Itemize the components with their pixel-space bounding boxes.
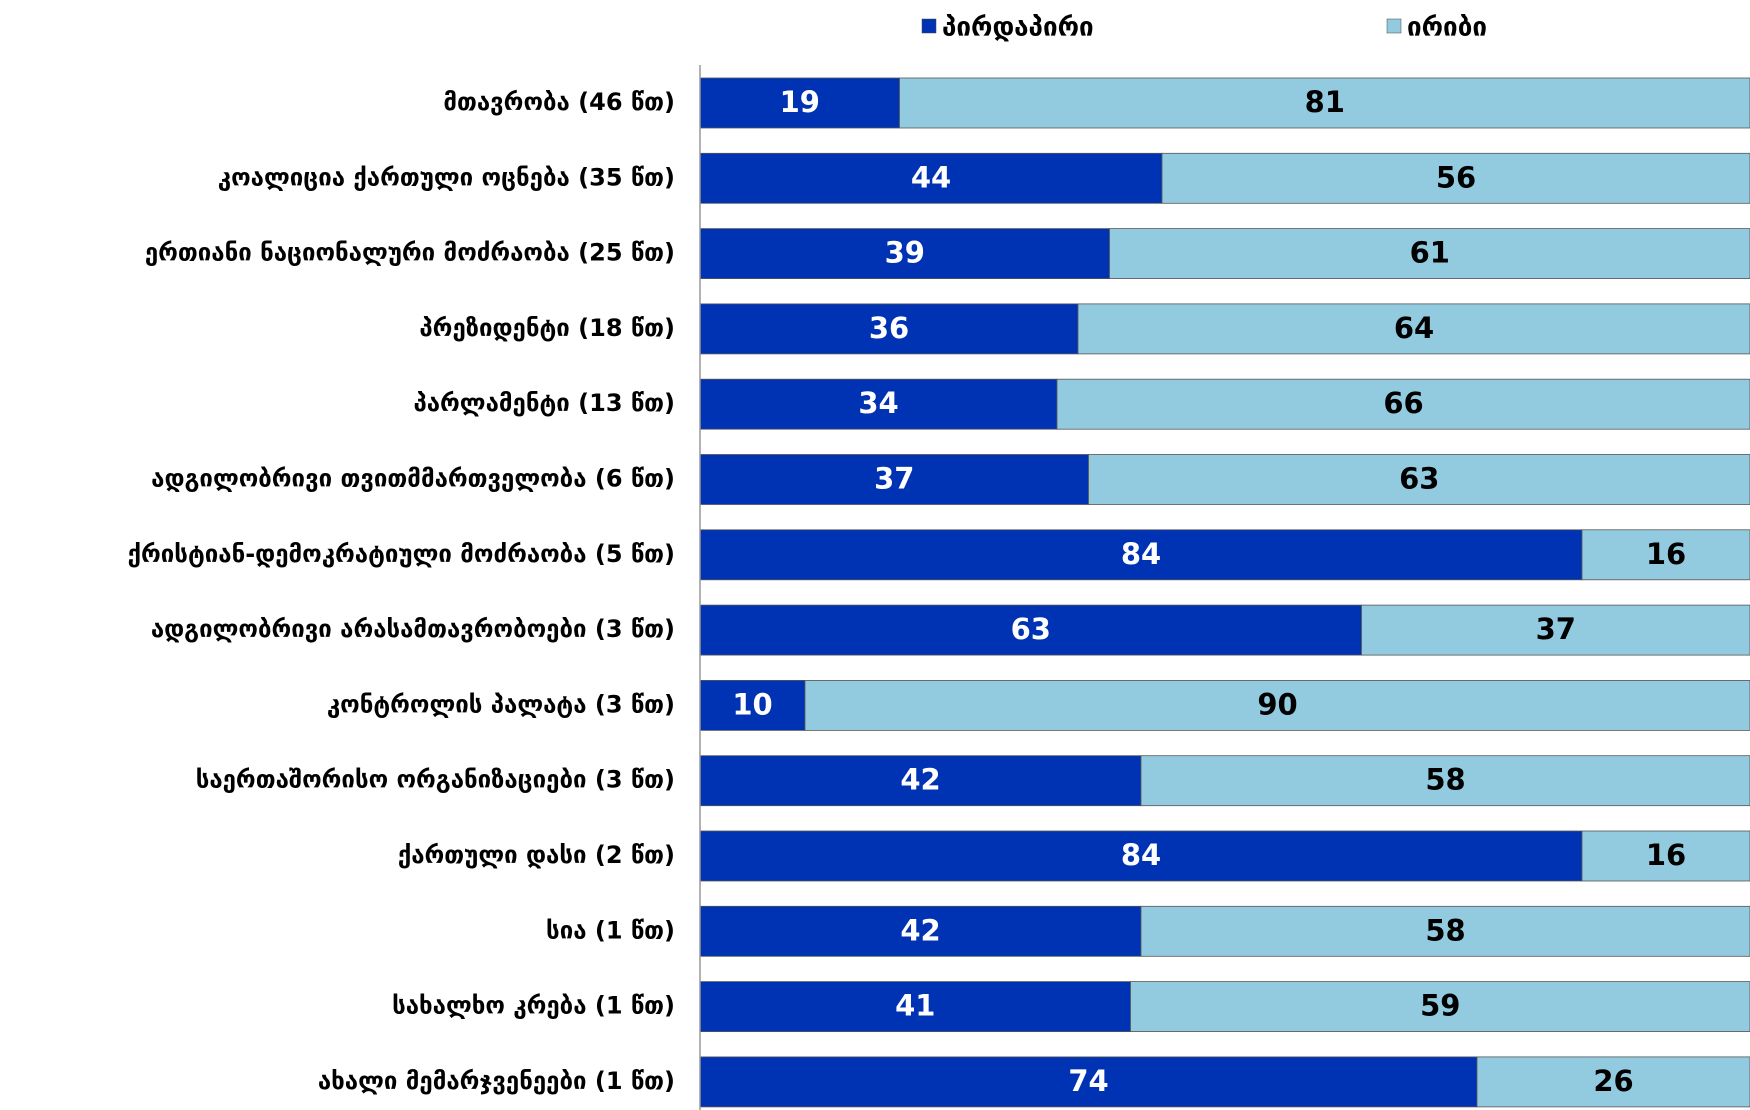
category-label: პარლამენტი (13 წთ) (413, 389, 675, 417)
category-label: ერთიანი ნაციონალური მოძრაობა (25 წთ) (145, 239, 675, 267)
bar-segment (1476, 1056, 1750, 1108)
data-label: 84 (1121, 838, 1161, 872)
category-label: ახალი მემარჯვენეები (1 წთ) (318, 1067, 675, 1095)
bar-segment (1109, 228, 1750, 280)
data-label: 61 (1410, 236, 1450, 270)
data-label: 58 (1425, 763, 1465, 797)
category-label: სია (1 წთ) (546, 916, 675, 944)
data-label: 90 (1257, 687, 1297, 721)
bar-segment (699, 303, 1079, 355)
data-label: 81 (1305, 85, 1345, 119)
bar-segment (1088, 454, 1750, 505)
data-label: 44 (911, 160, 951, 194)
data-label: 16 (1646, 838, 1686, 872)
category-label: ადგილობრივი თვითმმართველობა (6 წთ) (151, 465, 675, 493)
bar-segment (1140, 755, 1750, 807)
bar-segment (804, 680, 1750, 731)
data-label: 39 (885, 236, 925, 270)
legend-swatch (921, 18, 937, 34)
data-label: 42 (900, 913, 940, 947)
data-label: 37 (874, 462, 914, 496)
bar-segment (1361, 604, 1750, 656)
category-label: პრეზიდენტი (18 წთ) (419, 314, 675, 342)
category-label: ქართული დასი (2 წთ) (398, 841, 675, 869)
bar-segment (899, 77, 1750, 129)
bar-segment (1161, 152, 1750, 204)
legend-swatch (1386, 18, 1402, 34)
category-label: სახალხო კრება (1 წთ) (392, 992, 675, 1020)
bar-segment (699, 152, 1163, 204)
bar-segment (699, 228, 1110, 280)
data-label: 58 (1425, 913, 1465, 947)
data-label: 16 (1646, 537, 1686, 571)
data-label: 74 (1068, 1064, 1108, 1098)
category-label: კონტროლის პალატა (3 წთ) (327, 690, 675, 718)
bar-segment (699, 529, 1583, 581)
category-label: საერთაშორისო ორგანიზაციები (3 წთ) (196, 766, 675, 794)
data-label: 37 (1536, 612, 1576, 646)
bar-segment (1056, 378, 1750, 430)
data-label: 59 (1420, 989, 1460, 1023)
bar-segment (699, 830, 1583, 882)
category-label: ადგილობრივი არასამთავრობოები (3 წთ) (151, 615, 675, 643)
data-label: 64 (1394, 311, 1434, 345)
data-label: 66 (1383, 386, 1423, 420)
bar-segment (1130, 981, 1750, 1032)
data-label: 26 (1593, 1064, 1633, 1098)
bar-segment (699, 77, 900, 129)
category-label: მთავრობა (46 წთ) (443, 88, 675, 116)
bar-segment (1140, 905, 1750, 957)
data-label: 10 (732, 687, 772, 721)
data-label: 36 (869, 311, 909, 345)
bar-segment (1581, 830, 1750, 882)
data-label: 34 (858, 386, 898, 420)
bar-segment (1077, 303, 1750, 355)
bar-segment (1581, 529, 1750, 581)
bar-segment (699, 604, 1362, 656)
category-label: ქრისტიან-დემოკრატიული მოძრაობა (5 წთ) (128, 540, 675, 568)
data-label: 63 (1399, 462, 1439, 496)
category-label: კოალიცია ქართული ოცნება (35 წთ) (218, 163, 675, 191)
data-label: 63 (1011, 612, 1051, 646)
legend-label: პირდაპირი (942, 13, 1094, 43)
data-label: 41 (895, 989, 935, 1023)
data-label: 42 (900, 763, 940, 797)
data-label: 19 (780, 85, 820, 119)
bar-segment (699, 755, 1142, 807)
legend-label: ირიბი (1407, 13, 1487, 43)
data-label: 56 (1436, 160, 1476, 194)
data-label: 84 (1121, 537, 1161, 571)
